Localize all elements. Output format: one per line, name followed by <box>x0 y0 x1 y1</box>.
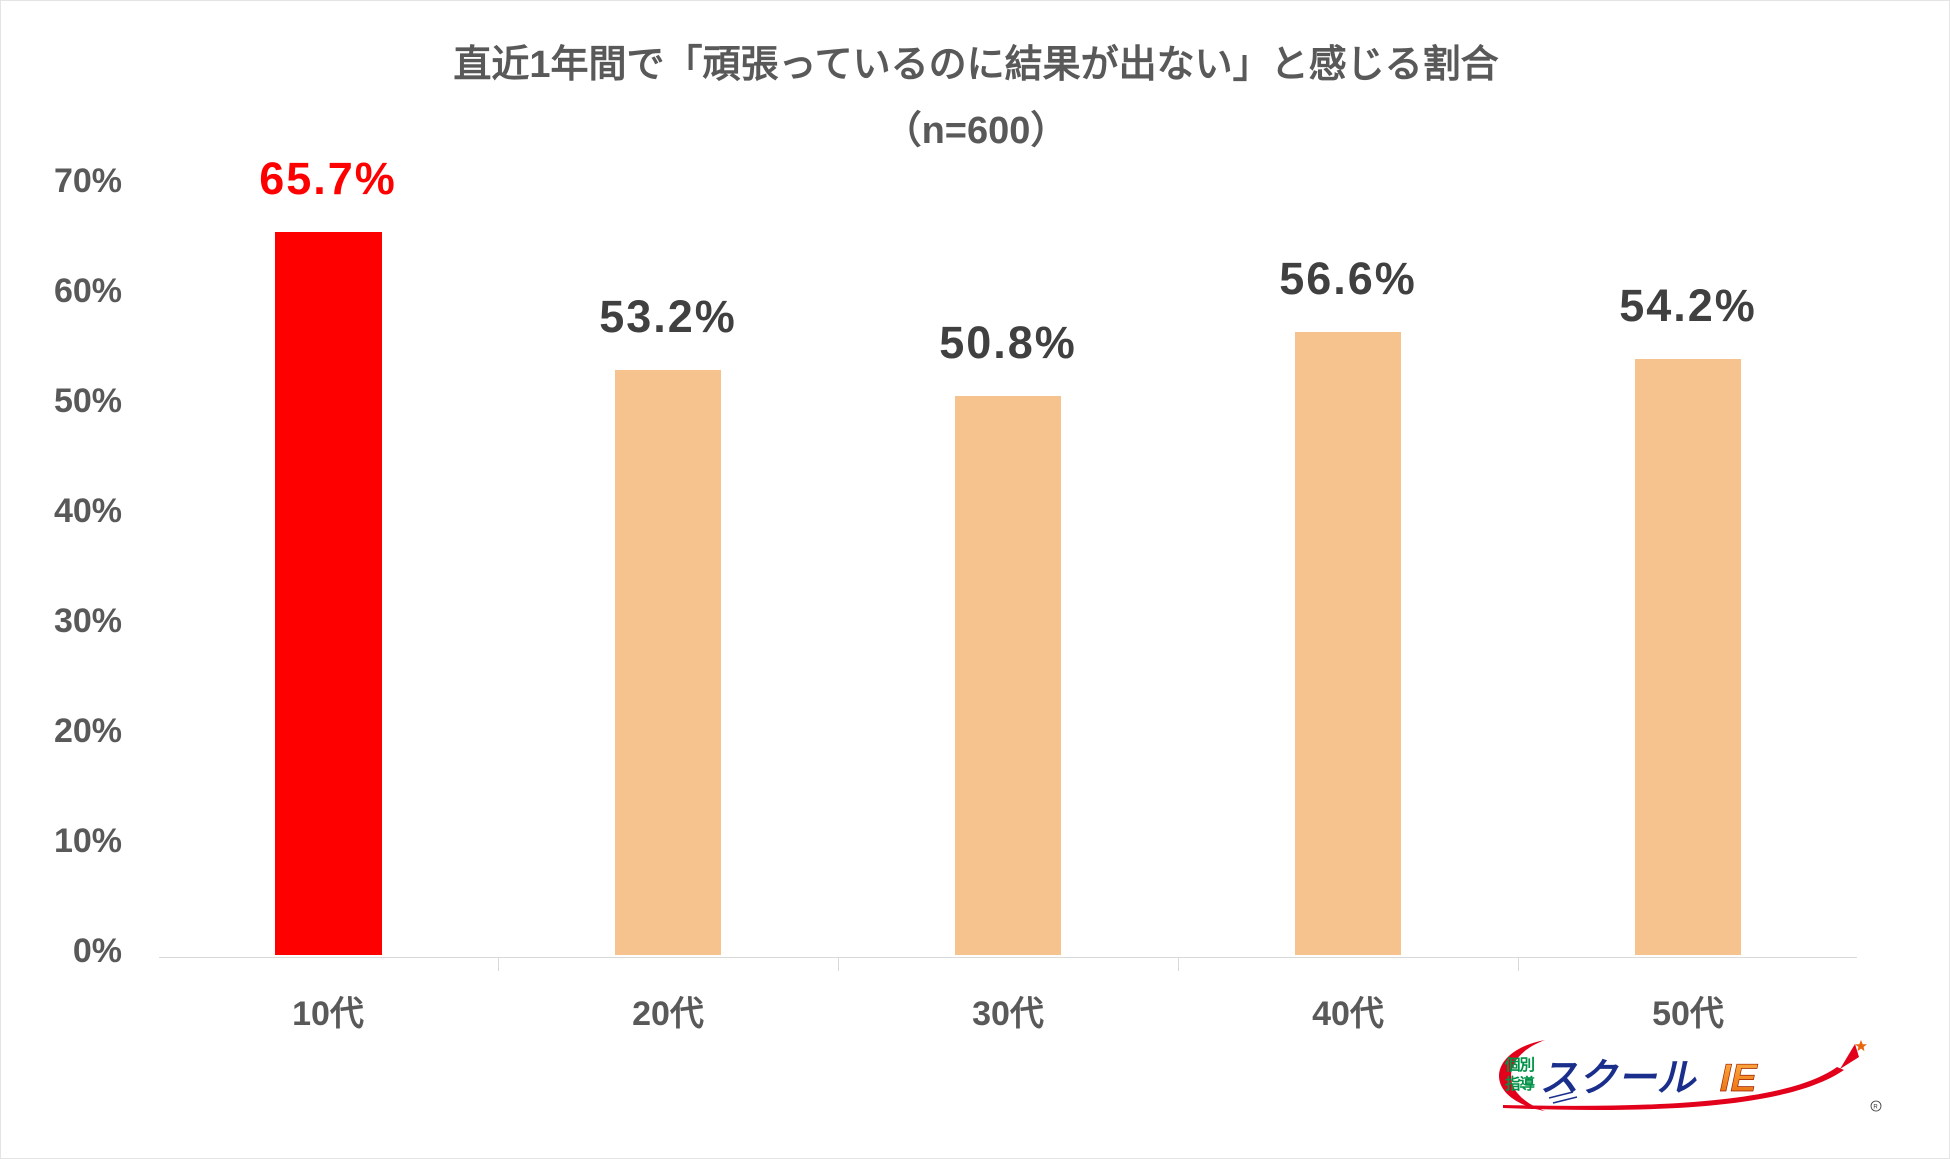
svg-text:指導: 指導 <box>1505 1074 1536 1093</box>
svg-text:IE: IE <box>1716 1056 1762 1100</box>
svg-text:個別: 個別 <box>1504 1055 1535 1074</box>
svg-text:スクール: スクール <box>1538 1056 1703 1100</box>
svg-text:R: R <box>1873 1105 1878 1111</box>
